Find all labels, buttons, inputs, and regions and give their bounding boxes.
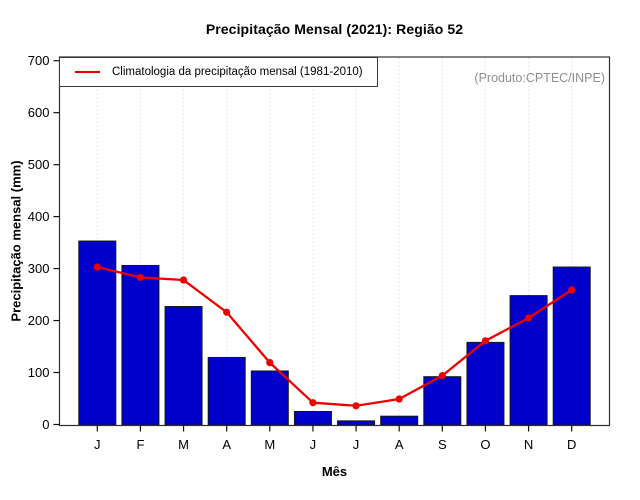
bar-J-6 xyxy=(293,411,332,426)
bar-J-7 xyxy=(337,420,376,426)
legend-line-icon xyxy=(75,71,100,73)
y-tick-label: 0 xyxy=(42,417,49,432)
climatology-point-O-10 xyxy=(481,337,490,345)
y-tick-label: 100 xyxy=(28,365,50,380)
y-axis-label: Precipitação mensal (mm) xyxy=(8,160,24,322)
x-axis-label: Mês xyxy=(321,464,348,479)
climatology-point-M-3 xyxy=(179,276,188,284)
x-tick-label: A xyxy=(222,437,231,452)
x-tick-label: J xyxy=(310,437,317,452)
x-tick-label: J xyxy=(353,437,360,452)
x-tick-label: M xyxy=(264,437,275,452)
climatology-point-J-6 xyxy=(309,399,317,407)
y-tick-label: 500 xyxy=(28,157,50,172)
product-annotation: (Produto:CPTEC/INPE) xyxy=(474,71,605,85)
x-tick-label: J xyxy=(94,437,101,452)
bar-J-1 xyxy=(78,240,117,426)
climatology-point-A-4 xyxy=(223,308,231,316)
climatology-point-J-1 xyxy=(93,263,101,271)
y-tick-label: 700 xyxy=(28,53,50,68)
legend-label: Climatologia da precipitação mensal (198… xyxy=(112,66,363,78)
climatology-point-N-11 xyxy=(524,314,533,322)
climatology-point-F-2 xyxy=(136,273,145,282)
bar-A-4 xyxy=(207,356,246,426)
bar-M-3 xyxy=(164,306,203,426)
bar-M-5 xyxy=(250,370,289,426)
y-tick-label: 200 xyxy=(28,313,50,328)
climatology-point-A-8 xyxy=(395,395,403,403)
x-tick-label: F xyxy=(136,437,144,452)
climatology-point-J-7 xyxy=(352,402,360,410)
bar-S-9 xyxy=(423,376,462,426)
x-tick-label: S xyxy=(438,437,447,452)
climatology-point-S-9 xyxy=(438,372,446,380)
bar-O-10 xyxy=(466,341,505,426)
x-tick-label: O xyxy=(480,437,490,452)
y-tick-label: 400 xyxy=(28,209,50,224)
climatology-line xyxy=(97,265,573,407)
legend: Climatologia da precipitação mensal (198… xyxy=(59,57,378,87)
x-tick-label: M xyxy=(178,437,189,452)
y-tick-label: 300 xyxy=(28,261,50,276)
x-tick-label: A xyxy=(395,437,404,452)
x-tick-label: D xyxy=(567,437,576,452)
climatology-point-D-12 xyxy=(568,286,576,294)
x-tick-label: N xyxy=(524,437,533,452)
chart-title: Precipitação Mensal (2021): Região 52 xyxy=(205,21,464,37)
climatology-point-M-5 xyxy=(266,359,274,367)
bar-F-2 xyxy=(121,264,160,426)
bar-A-8 xyxy=(380,415,419,426)
y-tick-label: 600 xyxy=(28,105,50,120)
